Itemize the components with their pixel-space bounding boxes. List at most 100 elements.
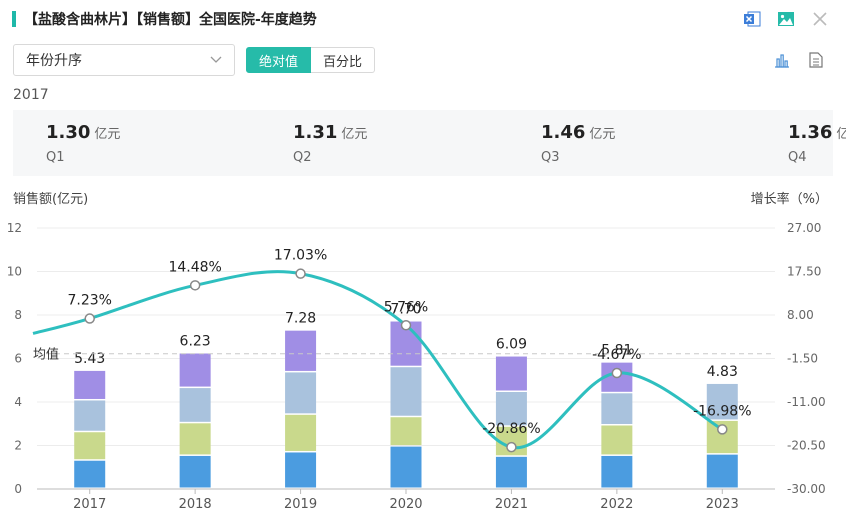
y-tick-label: 6 (14, 352, 22, 366)
x-tick-label: 2018 (179, 497, 212, 512)
x-tick-label: 2017 (73, 497, 106, 512)
y-tick-label: 0 (14, 482, 22, 496)
bar-segment (74, 400, 106, 431)
close-icon[interactable] (810, 9, 830, 29)
quarter-unit: 亿元 (341, 127, 368, 142)
bar-segment (706, 454, 738, 488)
quarter-value: 1.46 (541, 122, 586, 143)
selected-year-label: 2017 (13, 87, 49, 103)
y-axis-title: 销售额(亿元) (13, 192, 89, 207)
growth-rate-point (717, 424, 728, 435)
growth-rate-point (400, 320, 412, 331)
growth-rate-point (189, 280, 201, 291)
bar-total-label: 5.81 (601, 343, 632, 359)
x-tick-label: 2022 (600, 497, 633, 512)
percentage-button[interactable]: 百分比 (311, 47, 376, 73)
growth-rate-point (84, 313, 95, 324)
x-tick-label: 2021 (495, 497, 528, 512)
bar-segment (74, 460, 106, 488)
y-tick-label: 2 (14, 439, 22, 453)
bar-segment (285, 452, 317, 488)
y2-tick-label: 27.00 (787, 221, 821, 235)
value-mode-toggle: 绝对值 百分比 (246, 47, 376, 73)
y2-tick-label: -1.50 (787, 352, 818, 366)
y-tick-label: 10 (7, 265, 22, 279)
bar-total-label: 7.70 (390, 302, 421, 318)
y2-tick-label: -11.00 (787, 395, 826, 409)
bar-segment (495, 456, 527, 488)
bar-total-label: 7.28 (285, 311, 316, 327)
quarter-value: 1.31 (293, 122, 338, 143)
chart-title: 【盐酸含曲林片】【销售额】全国医院-年度趋势 (24, 12, 317, 28)
title-bar: 【盐酸含曲林片】【销售额】全国医院-年度趋势 (12, 8, 317, 30)
absolute-value-button[interactable]: 绝对值 (246, 47, 312, 73)
bar-segment (285, 414, 317, 451)
quarter-label: Q1 (46, 150, 65, 165)
quarter-unit: 亿元 (836, 127, 846, 142)
title-accent-bar (12, 11, 16, 27)
quarter-value: 1.30 (46, 122, 91, 143)
y2-tick-label: -20.50 (787, 439, 826, 453)
excel-export-icon[interactable] (742, 9, 762, 29)
mean-label: 均值 (33, 347, 59, 363)
bar-segment (601, 393, 633, 424)
quarter-label: Q4 (788, 150, 807, 165)
bar-segment (390, 446, 422, 488)
quarter-unit: 亿元 (589, 127, 616, 142)
bar-chart-view-icon[interactable] (772, 50, 792, 70)
table-view-icon[interactable] (806, 50, 826, 70)
sales-trend-chart: 0 2 4 6 8 10 12 -30.00 -20.50 -11.00 -1.50 8.00 17.5… (7, 221, 826, 512)
y2-tick-label: -30.00 (787, 482, 826, 496)
y2-tick-label: 8.00 (787, 308, 814, 322)
image-export-icon[interactable] (776, 9, 796, 29)
growth-rate-label: 5.76% (384, 299, 428, 315)
y-tick-label: 4 (14, 395, 22, 409)
growth-rate-point (506, 441, 517, 453)
bar-total-label: 6.23 (180, 333, 211, 349)
bar-segment (495, 391, 527, 426)
x-tick-label: 2019 (284, 497, 317, 512)
bar-segment (179, 353, 211, 387)
quarter-unit: 亿元 (94, 127, 121, 142)
quarter-value: 1.36 (788, 122, 833, 143)
sort-order-value: 年份升序 (26, 53, 82, 69)
bar-segment (706, 383, 738, 420)
bar-segment (179, 455, 211, 488)
bar-segment (601, 425, 633, 455)
quarter-label: Q2 (293, 150, 312, 165)
bar-segment (179, 423, 211, 455)
growth-rate-label: 14.48% (168, 259, 221, 275)
bar-segment (285, 372, 317, 414)
x-tick-label: 2023 (706, 497, 739, 512)
bar-segment (390, 367, 422, 416)
growth-rate-label: 17.03% (274, 248, 327, 264)
growth-rate-label: 7.23% (67, 293, 111, 309)
sort-order-select[interactable]: 年份升序 (13, 44, 235, 76)
x-tick-label: 2020 (389, 497, 422, 512)
view-toolbar (772, 50, 826, 70)
chevron-down-icon (210, 52, 222, 68)
bar-total-label: 5.43 (74, 351, 105, 367)
bar-segment (285, 330, 317, 371)
bar-segment (390, 417, 422, 446)
bar-segment (495, 356, 527, 391)
bar-segment (179, 388, 211, 422)
growth-rate-label: -16.98% (693, 403, 751, 419)
y2-axis-title: 增长率（%） (750, 192, 828, 207)
top-toolbar (742, 9, 830, 29)
growth-rate-point (295, 268, 306, 279)
bar-segment (74, 432, 106, 460)
y-tick-label: 12 (7, 221, 22, 235)
bar-segment (74, 370, 106, 399)
quarter-label: Q3 (541, 150, 560, 165)
bar-segment (601, 455, 633, 488)
bar-total-label: 4.83 (707, 364, 738, 380)
growth-rate-point (611, 367, 623, 379)
y-tick-label: 8 (14, 308, 22, 322)
growth-rate-label: -20.86% (482, 421, 540, 437)
growth-rate-label: -4.67% (592, 347, 642, 363)
bar-total-label: 6.09 (496, 337, 527, 353)
y2-tick-label: 17.50 (787, 265, 821, 279)
growth-rate-line (32, 270, 724, 450)
